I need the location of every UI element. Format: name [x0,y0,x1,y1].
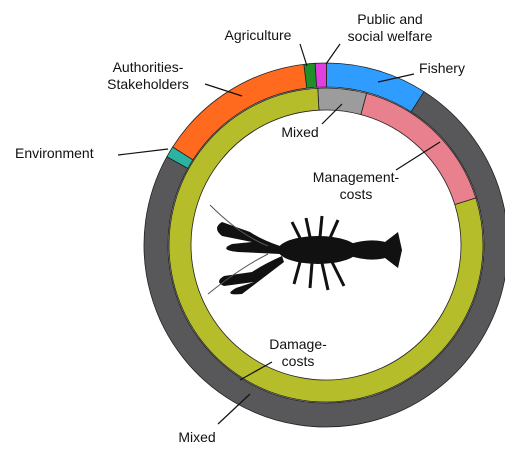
segment-label: Agriculture [225,27,292,43]
labels: Agriculture Public and social welfare Fishe… [15,11,465,445]
leader-line [204,83,243,97]
leader-line [239,361,273,381]
ring-segment [168,87,484,403]
segment-label: Management-costs [313,169,400,202]
leader-line [377,73,415,83]
segment-label: Damage-costs [269,336,327,369]
crayfish-silhouette [207,204,402,295]
ring-segment [172,63,308,161]
ring-segment [314,62,328,88]
ring-segment [317,87,368,116]
ring-segment [143,91,505,428]
segment-label: Mixed [281,124,318,140]
segment-label: Public and social welfare [348,11,433,44]
leader-line [321,103,343,125]
leader-line [117,148,169,156]
leader-line [325,43,341,65]
segment-label: Fishery [419,60,465,76]
leader-line [217,393,251,425]
segment-label: Authorities-Stakeholders [107,59,189,92]
segment-label: Environment [15,145,94,161]
leader-line [395,141,441,171]
segment-label: Mixed [178,429,215,445]
rings [143,62,505,428]
leader-line [299,43,308,67]
